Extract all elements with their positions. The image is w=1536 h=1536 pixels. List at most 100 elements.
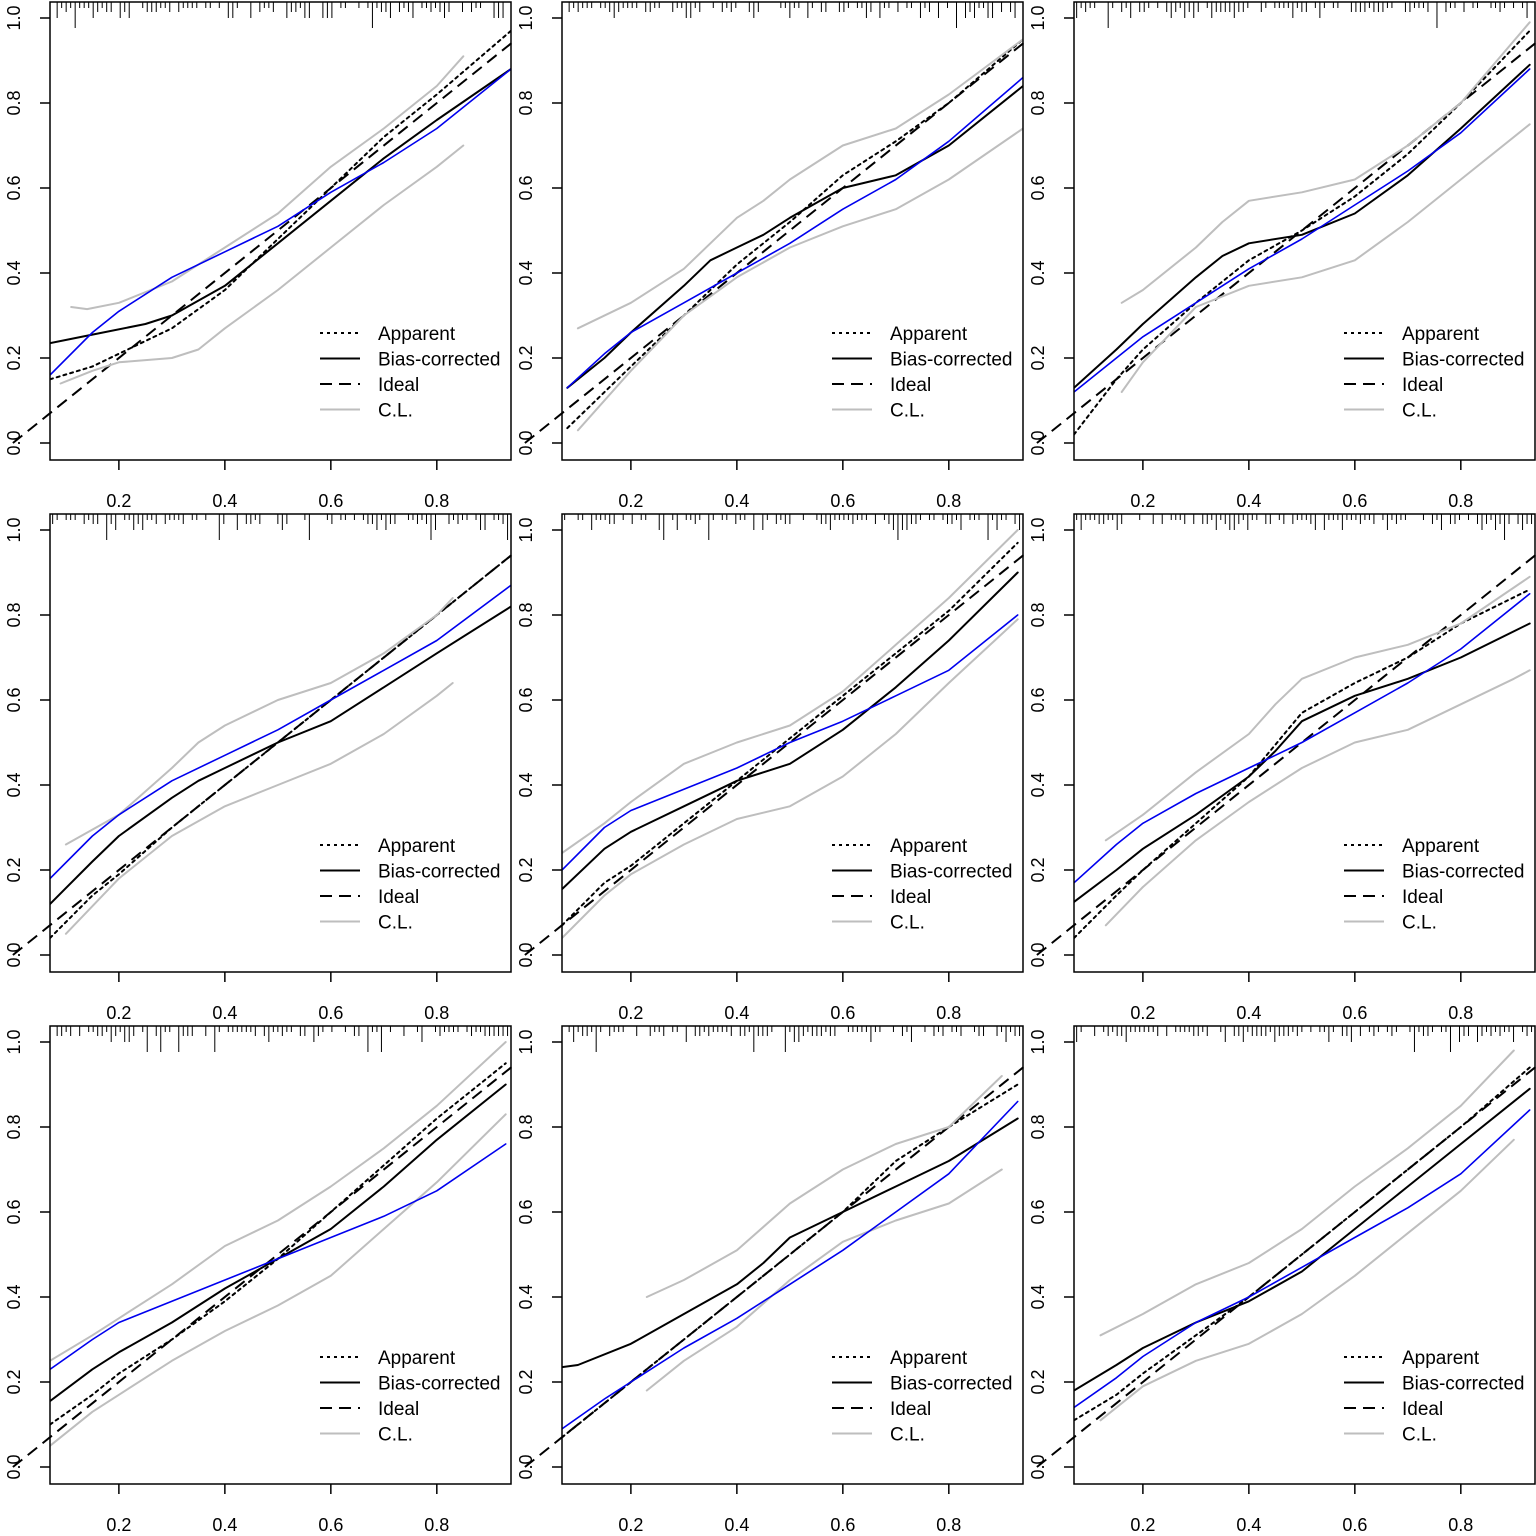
y-tick-label: 0.2 (1028, 345, 1048, 370)
x-tick-label: 0.4 (1236, 1515, 1261, 1535)
prediction-rug (1076, 514, 1533, 540)
legend-label: C.L. (890, 401, 925, 422)
prediction-rug (564, 514, 1021, 540)
bias-corrected-curve (1074, 622, 1531, 903)
y-tick-label: 0.2 (516, 345, 536, 370)
y-tick-label: 0.0 (4, 942, 24, 967)
y-tick-label: 0.8 (4, 90, 24, 115)
smoothed-calibration-curve (50, 584, 511, 880)
bias-corrected-curve (1074, 63, 1531, 389)
calibration-chart-3: 0.2 0.4 0.6 0.8 0.0 0.2 0.4 0.6 0.8 1.0 Apparent Bi… (1028, 1, 1536, 511)
plot-frame (561, 513, 1024, 973)
apparent-curve (1074, 588, 1531, 939)
y-tick-label: 0.0 (1028, 942, 1048, 967)
y-tick-label: 0.6 (1028, 1199, 1048, 1224)
ideal-line (524, 41, 1024, 444)
y-tick-label: 0.0 (1028, 1454, 1048, 1479)
plot-frame (49, 1, 512, 461)
prediction-rug (568, 1026, 1021, 1052)
plot-frame (49, 513, 512, 973)
y-tick-label: 0.2 (4, 1369, 24, 1394)
legend-label: Bias-corrected (890, 862, 1013, 883)
x-tick-label: 0.6 (830, 1003, 855, 1023)
ideal-line (12, 41, 512, 444)
y-tick-label: 1.0 (516, 517, 536, 542)
y-tick-label: 0.8 (1028, 1114, 1048, 1139)
legend: Apparent Bias-corrected Ideal C.L. (320, 324, 501, 422)
prediction-rug (568, 2, 1016, 28)
confidence-limit-curve-2 (645, 1075, 1003, 1298)
y-tick-label: 0.4 (1028, 772, 1048, 797)
y-tick-label: 0.4 (4, 1284, 24, 1309)
ideal-line (1036, 553, 1536, 956)
y-tick-label: 0.8 (516, 90, 536, 115)
smoothed-calibration-curve (1074, 68, 1531, 393)
legend: Apparent Bias-corrected Ideal C.L. (320, 1348, 501, 1446)
legend-label: Apparent (890, 836, 968, 857)
calibration-panel-4: 0.2 0.4 0.6 0.8 0.0 0.2 0.4 0.6 0.8 1.0 Apparent Bi… (0, 512, 512, 1024)
x-tick-label: 0.4 (1236, 491, 1261, 511)
legend-label: Bias-corrected (1402, 350, 1525, 371)
legend-label: C.L. (378, 1425, 413, 1446)
plot-frame (1073, 1025, 1536, 1485)
y-tick-label: 0.6 (4, 1199, 24, 1224)
bias-corrected-curve (1074, 1087, 1531, 1392)
legend-label: Apparent (378, 836, 456, 857)
legend-label: C.L. (890, 1425, 925, 1446)
bias-corrected-curve (50, 68, 511, 345)
x-tick-label: 0.4 (212, 1003, 237, 1023)
legend-label: Ideal (890, 887, 931, 908)
legend-label: Ideal (1402, 375, 1443, 396)
y-tick-label: 1.0 (4, 1029, 24, 1054)
legend-label: Ideal (378, 1399, 419, 1420)
x-tick-label: 0.2 (618, 491, 643, 511)
y-tick-label: 0.6 (516, 1199, 536, 1224)
legend-label: Bias-corrected (378, 1374, 501, 1395)
prediction-rug (56, 1026, 509, 1052)
smoothed-calibration-curve (50, 68, 511, 376)
plot-frame (561, 1025, 1024, 1485)
legend-label: C.L. (1402, 401, 1437, 422)
legend: Apparent Bias-corrected Ideal C.L. (1344, 836, 1525, 934)
confidence-limit-curve-3 (1104, 669, 1531, 927)
y-tick-label: 0.8 (1028, 602, 1048, 627)
legend: Apparent Bias-corrected Ideal C.L. (832, 836, 1013, 934)
plot-frame (561, 1, 1024, 461)
confidence-limit-curve-2 (1120, 21, 1531, 304)
legend-label: C.L. (890, 913, 925, 934)
smoothed-calibration-curve (566, 76, 1023, 389)
x-tick-label: 0.2 (1130, 1515, 1155, 1535)
legend: Apparent Bias-corrected Ideal C.L. (1344, 1348, 1525, 1446)
y-tick-label: 1.0 (4, 5, 24, 30)
y-tick-label: 1.0 (1028, 517, 1048, 542)
y-tick-label: 0.6 (1028, 175, 1048, 200)
confidence-limit-curve-3 (645, 1168, 1003, 1392)
y-tick-label: 0.6 (516, 687, 536, 712)
confidence-limit-curve-3 (1099, 1138, 1515, 1422)
smoothed-calibration-curve (562, 614, 1019, 871)
bias-corrected-curve (50, 605, 511, 905)
x-tick-label: 0.8 (1448, 491, 1473, 511)
x-tick-label: 0.2 (1130, 491, 1155, 511)
confidence-limit-curve-3 (59, 144, 465, 385)
y-tick-label: 0.6 (516, 175, 536, 200)
ideal-line (12, 1065, 512, 1468)
y-tick-label: 0.0 (516, 430, 536, 455)
legend-label: Bias-corrected (890, 350, 1013, 371)
x-tick-label: 0.8 (424, 491, 449, 511)
calibration-panel-9: 0.2 0.4 0.6 0.8 0.0 0.2 0.4 0.6 0.8 1.0 Apparent Bi… (1024, 1024, 1536, 1536)
smoothed-calibration-curve (50, 1143, 507, 1371)
legend-label: Bias-corrected (1402, 1374, 1525, 1395)
bias-corrected-curve (562, 571, 1019, 891)
apparent-curve (50, 1062, 507, 1426)
calibration-panel-6: 0.2 0.4 0.6 0.8 0.0 0.2 0.4 0.6 0.8 1.0 Apparent Bi… (1024, 512, 1536, 1024)
legend-label: Ideal (1402, 887, 1443, 908)
y-tick-label: 0.8 (516, 602, 536, 627)
y-tick-label: 0.8 (516, 1114, 536, 1139)
calibration-chart-2: 0.2 0.4 0.6 0.8 0.0 0.2 0.4 0.6 0.8 1.0 Apparent Bi… (516, 1, 1024, 511)
x-tick-label: 0.8 (424, 1515, 449, 1535)
x-tick-label: 0.8 (1448, 1515, 1473, 1535)
y-tick-label: 0.0 (516, 1454, 536, 1479)
y-tick-label: 0.0 (1028, 430, 1048, 455)
